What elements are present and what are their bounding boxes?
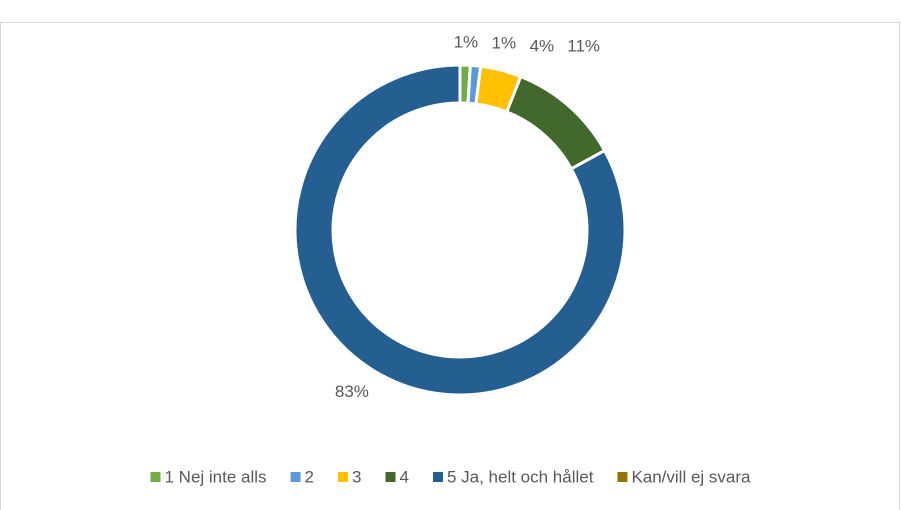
legend-label: 5 Ja, helt och hållet	[447, 467, 594, 486]
legend-swatch	[385, 472, 396, 482]
legend-label: 2	[305, 467, 314, 486]
legend-swatch	[338, 472, 349, 482]
donut-slice	[293, 63, 627, 397]
legend-label: Kan/vill ej svara	[631, 467, 751, 486]
legend-swatch	[290, 472, 301, 482]
donut-slice	[504, 74, 607, 171]
legend-swatch	[150, 472, 161, 482]
data-label: 4%	[530, 36, 555, 55]
legend-label: 1 Nej inte alls	[164, 467, 266, 486]
legend-label: 4	[399, 467, 408, 486]
chart-border	[0, 22, 900, 510]
data-label: 11%	[567, 36, 600, 55]
legend-label: 3	[352, 467, 361, 486]
legend-swatch	[432, 472, 443, 482]
legend-swatch	[617, 472, 628, 482]
data-label: 83%	[335, 382, 369, 401]
data-label: 1%	[492, 33, 517, 52]
data-label: 1%	[454, 33, 479, 52]
